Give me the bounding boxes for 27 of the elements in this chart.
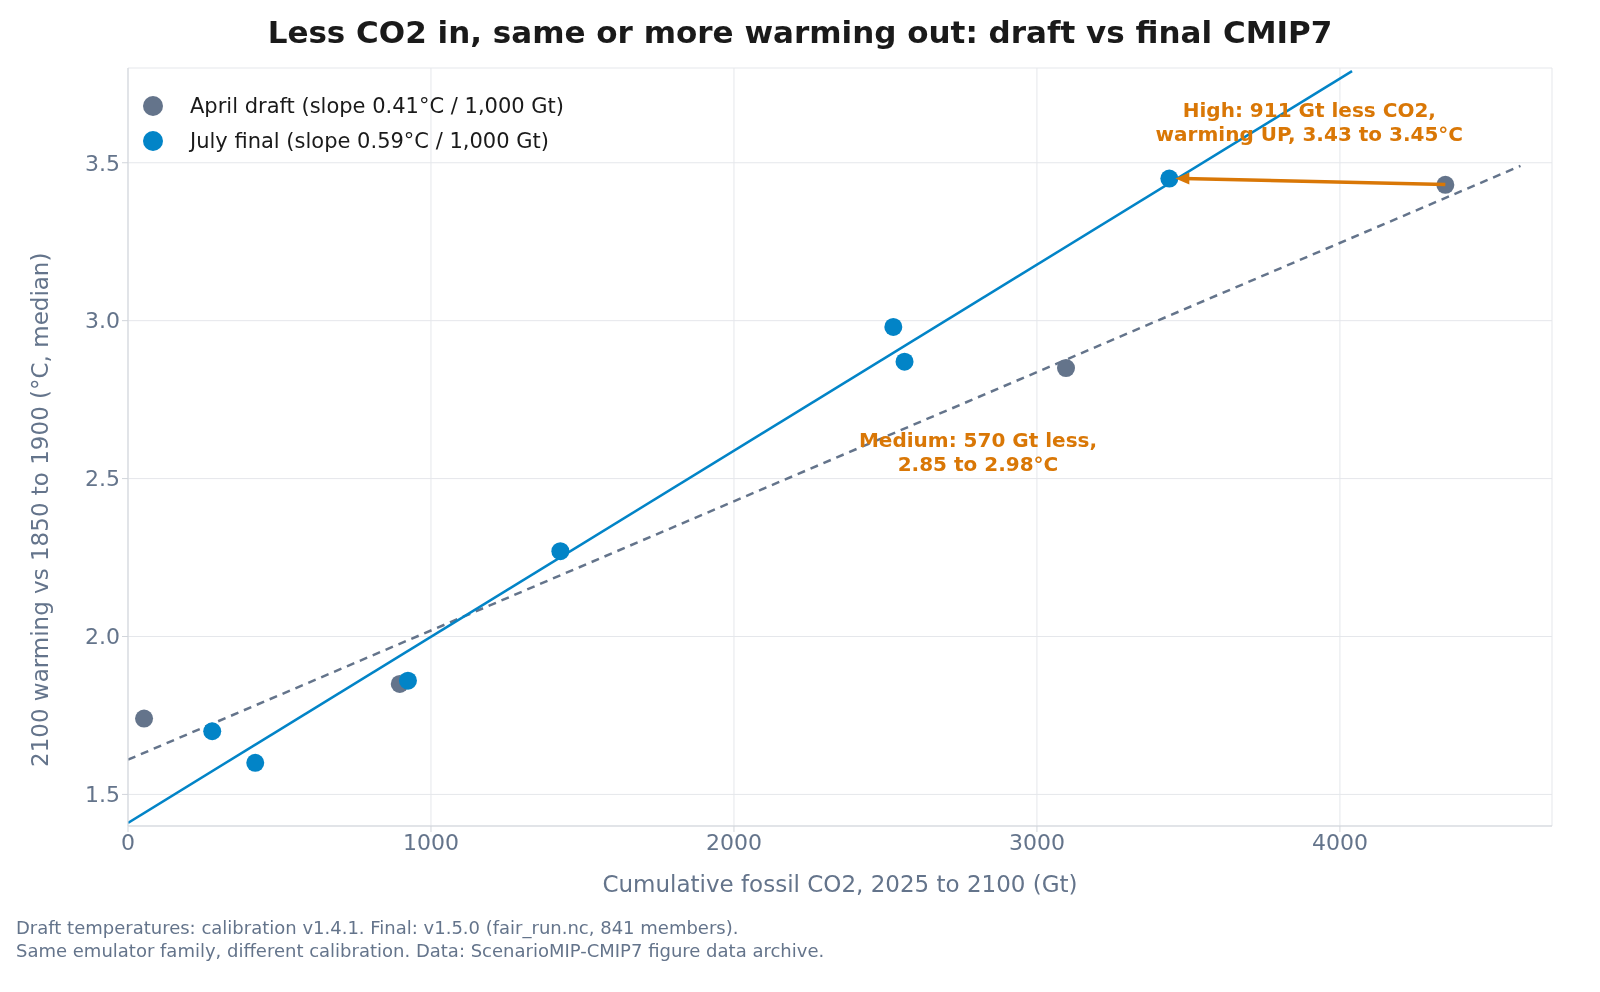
chart-title: Less CO2 in, same or more warming out: draft vs final CMIP7 bbox=[266, 13, 1334, 52]
point bbox=[398, 671, 417, 690]
annotation: Medium: 570 Gt less, 2.85 to 2.98°C bbox=[857, 428, 1099, 476]
x-tick-label: 0 bbox=[121, 829, 135, 855]
y-tick-label: 3.0 bbox=[85, 308, 120, 334]
point bbox=[135, 709, 154, 728]
point bbox=[203, 722, 222, 741]
y-tick-label: 1.5 bbox=[85, 782, 120, 808]
y-tick-label: 3.5 bbox=[85, 150, 120, 176]
legend-label: July final (slope 0.59°C / 1,000 Gt) bbox=[190, 128, 549, 153]
annotation: High: 911 Gt less CO2, warming UP, 3.43 to 3.45°C bbox=[1155, 97, 1464, 146]
y-tick-label: 2.5 bbox=[85, 466, 120, 492]
x-tick-label: 4000 bbox=[1311, 829, 1368, 855]
point bbox=[551, 542, 570, 561]
y-axis-title: 2100 warming vs 1850 to 1900 (°C, median) bbox=[27, 252, 54, 767]
point bbox=[1160, 169, 1179, 188]
point bbox=[884, 317, 903, 336]
x-tick-label: 3000 bbox=[1008, 829, 1065, 855]
text: Draft temperatures: calibration v1.4.1. Final: v1.5.0 (fair_run.nc, 841 members). Same emulator family, different calibration. Data: ScenarioMIP-CMIP7 figure data archive. bbox=[15, 916, 826, 962]
point bbox=[1057, 359, 1076, 378]
legend-label: April draft (slope 0.41°C / 1,000 Gt) bbox=[190, 93, 565, 118]
x-axis-title: Cumulative fossil CO2, 2025 to 2100 (Gt) bbox=[602, 871, 1078, 897]
x-tick-label: 1000 bbox=[402, 829, 459, 855]
point bbox=[246, 753, 265, 772]
x-tick-label: 2000 bbox=[705, 829, 762, 855]
y-tick-label: 2.0 bbox=[85, 624, 120, 650]
point bbox=[895, 352, 914, 371]
